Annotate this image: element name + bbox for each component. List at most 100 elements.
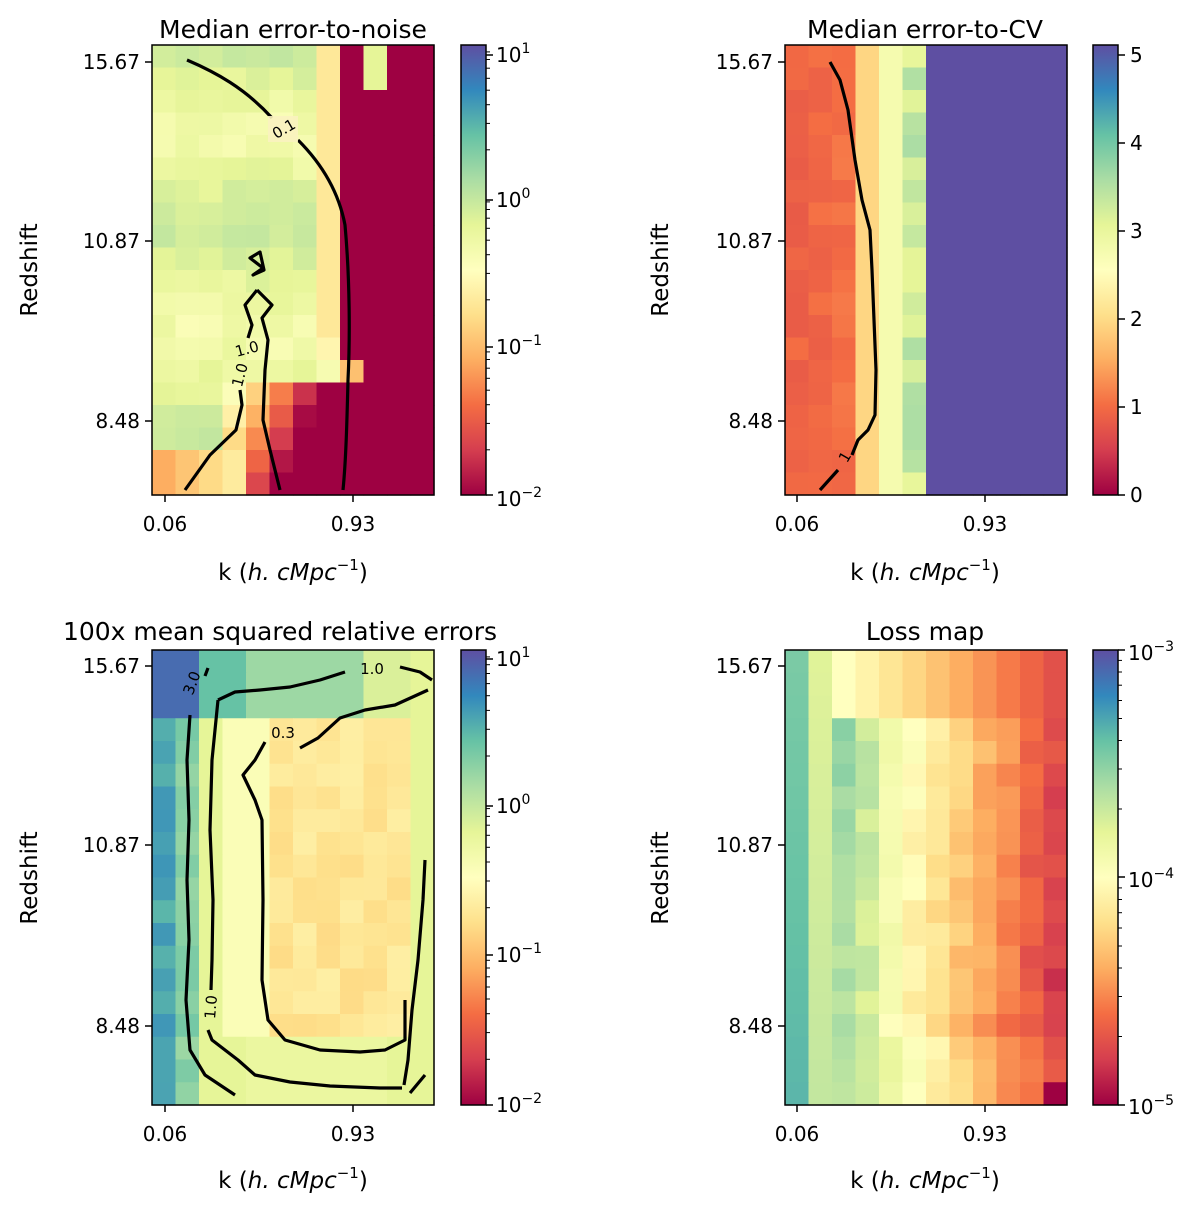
contour-1.0-top — [217, 665, 433, 702]
heatmap-cell — [222, 763, 247, 788]
heatmap-cell — [152, 1036, 177, 1061]
heatmap-cell — [879, 923, 904, 947]
heatmap-cell — [199, 718, 224, 742]
heatmap-cell — [246, 945, 271, 970]
heatmap-cell — [316, 472, 341, 496]
heatmap-cell — [316, 741, 341, 765]
contour-1.0-left — [206, 699, 402, 1090]
heatmap-cell — [855, 45, 880, 69]
heatmap-cell — [785, 472, 810, 496]
heatmap-cell — [973, 67, 998, 91]
heatmap-cell — [1043, 968, 1068, 992]
heatmap-cell — [410, 382, 435, 406]
heatmap-cell — [363, 1036, 388, 1061]
heatmap-cell — [152, 718, 177, 742]
heatmap-cell — [808, 1059, 833, 1083]
heatmap-cell — [246, 1082, 271, 1106]
heatmap-cell — [222, 315, 247, 339]
heatmap-cell — [1020, 923, 1045, 947]
heatmap-cell — [785, 1059, 810, 1083]
heatmap-cell — [808, 650, 833, 674]
heatmap-cell — [973, 405, 998, 429]
heatmap-cell — [199, 427, 224, 451]
heatmap-cell — [363, 360, 388, 384]
heatmap-cell — [340, 180, 365, 204]
heatmap-cell — [269, 405, 294, 429]
x-axis: 0.06 0.93 k (h. cMpc−1) — [775, 495, 1008, 586]
heatmap-cell — [996, 247, 1021, 271]
heatmap-cell — [152, 157, 177, 181]
heatmap-cell — [1020, 945, 1045, 970]
heatmap-cell — [363, 405, 388, 429]
heatmap-cell — [949, 135, 974, 159]
heatmap-cell — [973, 809, 998, 833]
x-tick-label: 0.93 — [963, 512, 1008, 536]
contour-3.0 — [184, 667, 236, 1097]
heatmap-cell — [222, 405, 247, 429]
y-axis: 15.67 10.87 8.48 Redshift — [17, 654, 152, 1038]
heatmap-cell — [808, 1014, 833, 1038]
heatmap-cell — [785, 337, 810, 361]
heatmap-cell — [293, 270, 318, 294]
heatmap-cell — [949, 405, 974, 429]
heatmap-cell — [152, 315, 177, 339]
heatmap-cell — [387, 45, 412, 69]
heatmap-cell — [996, 202, 1021, 226]
heatmap-cell — [293, 45, 318, 69]
panel-loss-map: Loss map 15.67 10.87 8.48 Redshift 0.06 … — [648, 617, 1174, 1194]
heatmap-cell — [996, 157, 1021, 181]
heatmap-cell — [949, 991, 974, 1015]
heatmap-cell — [855, 270, 880, 294]
colorbar-tick-label: 101 — [496, 41, 530, 67]
heatmap-cell — [410, 360, 435, 384]
heatmap-cell — [387, 672, 412, 697]
y-tick-label: 10.87 — [716, 229, 773, 253]
heatmap-cell — [410, 112, 435, 136]
heatmap-cell — [387, 112, 412, 136]
heatmap-cell — [996, 270, 1021, 294]
heatmap-cell — [387, 225, 412, 249]
heatmap-cell — [316, 900, 341, 924]
heatmap-cell — [340, 90, 365, 114]
heatmap-cell — [785, 968, 810, 992]
heatmap-cell — [785, 292, 810, 316]
heatmap-cell — [855, 809, 880, 833]
heatmap-cell — [152, 112, 177, 136]
heatmap-cell — [316, 67, 341, 91]
heatmap-cell — [1020, 672, 1045, 697]
heatmap-cell — [387, 786, 412, 810]
heatmap-cell — [808, 135, 833, 159]
heatmap-cell — [855, 450, 880, 474]
heatmap-cell — [269, 180, 294, 204]
heatmap-cell — [996, 809, 1021, 833]
heatmap-cell — [269, 360, 294, 384]
heatmap-cell — [808, 854, 833, 879]
heatmap-cell — [832, 1014, 857, 1038]
heatmap-cell — [1043, 112, 1068, 136]
contour-lines — [184, 665, 433, 1097]
heatmap-cell — [973, 90, 998, 114]
heatmap-cell — [199, 45, 224, 69]
heatmap-cell — [363, 854, 388, 879]
heatmap-cell — [293, 112, 318, 136]
heatmap-cell — [973, 945, 998, 970]
heatmap-cell — [949, 45, 974, 69]
heatmap-cell — [269, 382, 294, 406]
heatmap-cell — [246, 405, 271, 429]
heatmap-cell — [832, 45, 857, 69]
heatmap-cell — [363, 450, 388, 474]
heatmap-cell — [293, 763, 318, 788]
heatmap-cell — [879, 337, 904, 361]
heatmap-cell — [808, 202, 833, 226]
heatmap-cell — [808, 427, 833, 451]
heatmap-cell — [152, 900, 177, 924]
panel-mean-squared-relative-errors: 100x mean squared relative errors 3.0 1.… — [17, 617, 542, 1194]
heatmap-cell — [340, 923, 365, 947]
x-axis-label: k (h. cMpc−1) — [850, 1164, 1000, 1194]
heatmap-cell — [199, 337, 224, 361]
heatmap-cell — [387, 968, 412, 992]
heatmap-cell — [808, 450, 833, 474]
heatmap-cell — [410, 427, 435, 451]
heatmap-cell — [316, 1036, 341, 1061]
heatmap-cell — [855, 1036, 880, 1061]
